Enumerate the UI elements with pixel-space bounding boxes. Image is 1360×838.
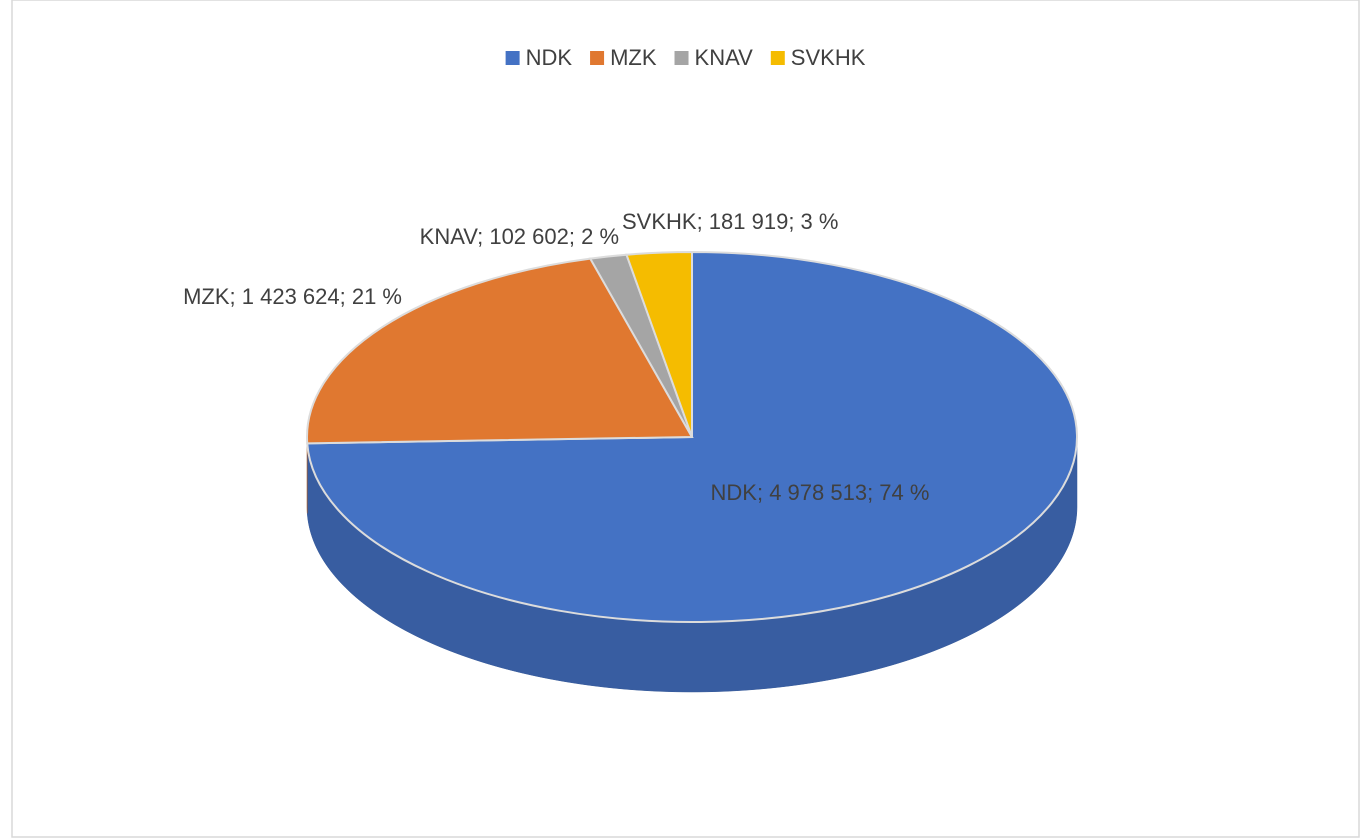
data-label: MZK; 1 423 624; 21 %	[183, 284, 402, 309]
slice	[306, 257, 694, 445]
data-label: KNAV; 102 602; 2 %	[420, 224, 619, 249]
legend-swatch	[674, 51, 689, 65]
slice	[625, 250, 693, 438]
legend-swatch	[590, 51, 605, 65]
legend-label: MZK	[610, 45, 657, 70]
legend-label: KNAV	[695, 45, 754, 70]
legend-swatch	[505, 51, 520, 65]
legend-label: SVKHK	[791, 45, 866, 70]
legend-swatch	[770, 51, 785, 65]
data-label: SVKHK; 181 919; 3 %	[622, 209, 838, 234]
data-label: NDK; 4 978 513; 74 %	[711, 480, 930, 505]
legend: NDK MZK KNAV SVKHK	[505, 45, 866, 70]
legend-label: NDK	[526, 45, 573, 70]
